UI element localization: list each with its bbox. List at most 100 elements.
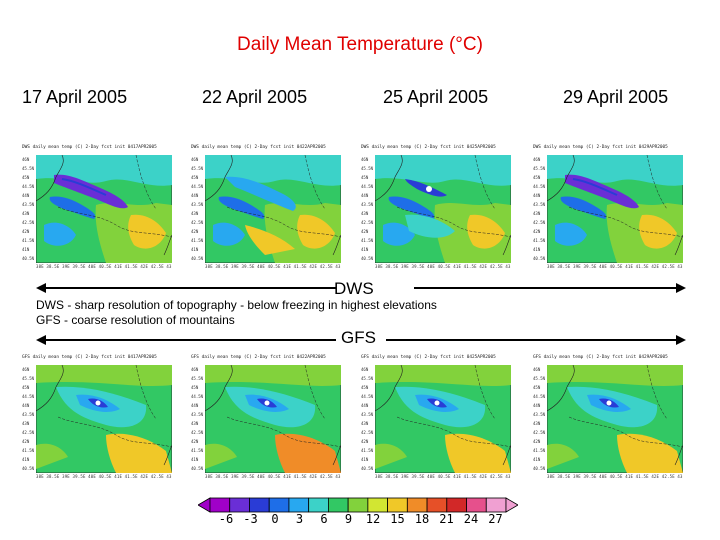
longitude-labels: 38E 38.5E 39E 39.5E 40E 40.5E 41E 41.5E … <box>547 264 683 269</box>
latitude-tick-label: 44N <box>361 193 369 198</box>
coastline <box>332 444 341 466</box>
latitude-tick-label: 43.5N <box>22 202 35 207</box>
panel-header: DWS daily mean temp (C) 2-Day fcst init … <box>191 145 326 150</box>
colorbar-swatch <box>387 497 408 513</box>
colorbar-tick-label: 27 <box>488 512 503 526</box>
date-label-4: 29 April 2005 <box>563 87 669 107</box>
freezing-zone <box>54 174 128 209</box>
latitude-tick-label: 45.5N <box>22 166 35 171</box>
coastline <box>547 365 575 412</box>
border-line <box>57 206 172 238</box>
coastline <box>205 365 233 412</box>
mountain-cold-zone <box>388 196 435 219</box>
latitude-tick-label: 41.5N <box>533 238 546 243</box>
dws-map-panel-4: DWS daily mean temp (C) 2-Day fcst init … <box>533 143 683 273</box>
cool-band <box>225 176 296 211</box>
warm-zone <box>128 214 166 249</box>
colorbar-tick-labels: -6 -3 0 3 6 9 12 15 18 21 24 27 <box>214 512 504 528</box>
coastline <box>163 444 172 466</box>
snow-peak <box>606 400 612 406</box>
colorbar-swatch <box>485 497 507 513</box>
latitude-tick-label: 44N <box>361 403 369 408</box>
date-label-3: 25 April 2005 <box>383 87 489 107</box>
border-line <box>474 155 496 210</box>
colorbar-tick-label: 18 <box>414 512 430 526</box>
temperature-map <box>36 155 172 263</box>
latitude-tick-label: 41.5N <box>22 448 35 453</box>
colorbar-arrow-high <box>505 497 518 513</box>
coastline <box>205 155 233 202</box>
latitude-tick-label: 40.5N <box>533 466 546 471</box>
latitude-tick-label: 45N <box>191 175 199 180</box>
latitude-tick-label: 41.5N <box>191 238 204 243</box>
latitude-tick-label: 41N <box>22 457 30 462</box>
coastline <box>674 234 683 256</box>
latitude-labels: 46N 45.5N 45N 44.5N 44N 43.5N 43N 42.5N 42N 41.5N… <box>191 365 205 473</box>
longitude-labels: 38E 38.5E 39E 39.5E 40E 40.5E 41E 41.5E … <box>36 264 172 269</box>
latitude-tick-label: 45.5N <box>191 376 204 381</box>
latitude-tick-label: 44N <box>191 193 199 198</box>
snow-peak <box>95 400 101 406</box>
border-line <box>135 365 157 420</box>
latitude-tick-label: 41N <box>191 457 199 462</box>
latitude-tick-label: 46N <box>22 157 30 162</box>
cold-zone <box>44 222 76 246</box>
latitude-tick-label: 42N <box>533 229 541 234</box>
warm-zone <box>275 433 341 473</box>
mild-zone <box>547 443 579 469</box>
latitude-tick-label: 41.5N <box>191 448 204 453</box>
latitude-tick-label: 44N <box>22 403 30 408</box>
latitude-tick-label: 45N <box>533 385 541 390</box>
latitude-tick-label: 41.5N <box>533 448 546 453</box>
latitude-tick-label: 40.5N <box>22 466 35 471</box>
latitude-tick-label: 45N <box>361 175 369 180</box>
latitude-tick-label: 41.5N <box>361 238 374 243</box>
temperature-map <box>547 365 683 473</box>
colorbar-tick-label: 9 <box>344 512 353 526</box>
latitude-tick-label: 46N <box>533 157 541 162</box>
colorbar-tick-label: 12 <box>365 512 381 526</box>
warm-zone <box>245 225 295 255</box>
latitude-tick-label: 43N <box>191 211 199 216</box>
border-line <box>568 416 683 448</box>
latitude-tick-label: 44.5N <box>533 184 546 189</box>
dws-map-panel-3: DWS daily mean temp (C) 2-Day fcst init … <box>361 143 511 273</box>
coastline <box>36 365 64 412</box>
mild-zone <box>205 443 237 469</box>
latitude-tick-label: 46N <box>533 367 541 372</box>
coastline <box>674 444 683 466</box>
latitude-tick-label: 41N <box>361 247 369 252</box>
date-label-1: 17 April 2005 <box>22 87 128 107</box>
longitude-labels: 38E 38.5E 39E 39.5E 40E 40.5E 41E 41.5E … <box>205 474 341 479</box>
colorbar-swatch <box>347 497 369 513</box>
gfs-divider-arrow <box>36 335 686 345</box>
mountain-cold-zone <box>49 196 96 219</box>
colorbar-swatch <box>209 497 231 513</box>
snow-peak <box>434 400 440 406</box>
latitude-tick-label: 42.5N <box>191 430 204 435</box>
panel-header: GFS daily mean temp (C) 2-Day fcst init … <box>533 355 668 360</box>
latitude-tick-label: 43.5N <box>22 412 35 417</box>
coastline <box>332 234 341 256</box>
warm-zone <box>297 214 335 249</box>
latitude-tick-label: 40.5N <box>191 256 204 261</box>
latitude-tick-label: 40.5N <box>191 466 204 471</box>
panel-header: DWS daily mean temp (C) 2-Day fcst init … <box>22 145 157 150</box>
latitude-labels: 46N 45.5N 45N 44.5N 44N 43.5N 43N 42.5N 42N 41.5N… <box>22 365 36 473</box>
latitude-labels: 46N 45.5N 45N 44.5N 44N 43.5N 43N 42.5N 42N 41.5N… <box>533 155 547 263</box>
mild-zone <box>205 365 341 386</box>
cool-zone <box>375 155 511 186</box>
latitude-tick-label: 41N <box>533 457 541 462</box>
latitude-tick-label: 46N <box>361 367 369 372</box>
gfs-map-panel-1: GFS daily mean temp (C) 2-Day fcst init … <box>22 353 172 483</box>
dws-map-panel-1: DWS daily mean temp (C) 2-Day fcst init … <box>22 143 172 273</box>
colorbar-tick-label: -6 <box>218 512 234 526</box>
coastline <box>163 234 172 256</box>
colorbar-swatch <box>406 497 428 513</box>
cold-zone <box>213 222 245 246</box>
latitude-labels: 46N 45.5N 45N 44.5N 44N 43.5N 43N 42.5N 42N 41.5N… <box>22 155 36 263</box>
colorbar-tick-label: 0 <box>271 512 279 526</box>
latitude-tick-label: 42.5N <box>533 430 546 435</box>
latitude-tick-label: 44N <box>533 193 541 198</box>
latitude-tick-label: 42.5N <box>22 430 35 435</box>
